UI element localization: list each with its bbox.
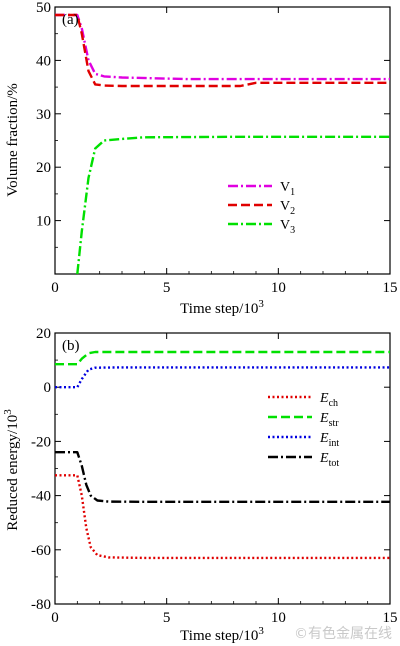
panel-a-legend-label: V3 bbox=[280, 218, 295, 236]
panel-b-legend-sub: ch bbox=[329, 398, 338, 409]
panel-b-ylabel-sup: 3 bbox=[2, 409, 14, 415]
panel-b-series-eint-line bbox=[55, 366, 390, 389]
panel-a-ytick-label: 40 bbox=[36, 53, 51, 69]
panel-b-legend-label: Etot bbox=[319, 451, 339, 469]
panel-b-legend-label: Eint bbox=[319, 431, 339, 449]
panel-b-series-estr-line bbox=[55, 350, 390, 366]
panel-b-ytick-label: -60 bbox=[31, 543, 51, 559]
watermark: ©有色金属在线 bbox=[294, 625, 392, 642]
panel-b-xtick-label: 15 bbox=[383, 610, 398, 626]
panel-a-series bbox=[55, 13, 390, 275]
panel-a-legend-sub: 2 bbox=[290, 206, 295, 217]
panel-a-legend-label: V2 bbox=[280, 199, 295, 217]
panel-a-legend-sub: 3 bbox=[290, 225, 295, 236]
panel-a-ticks: 0 5 10 15 10 20 30 40 50 bbox=[36, 0, 398, 296]
panel-a-series-v3-line bbox=[76, 135, 390, 275]
panel-b-frame bbox=[54, 332, 391, 605]
panel-b-legend-name: E bbox=[319, 451, 329, 466]
panel-b-ylabel: Reduced energy/103 bbox=[2, 409, 21, 531]
panel-b-series-etot-line bbox=[55, 451, 390, 503]
panel-b-xtick-label: 10 bbox=[271, 610, 286, 626]
panel-a-series-v2-line bbox=[55, 13, 390, 88]
panel-a-series-v1-line bbox=[55, 13, 390, 81]
panel-a-legend-sub: 1 bbox=[290, 187, 295, 198]
panel-a-legend-label: V1 bbox=[280, 180, 295, 198]
panel-b-xlabel-sup: 3 bbox=[258, 625, 264, 637]
panel-b-legend-name: E bbox=[319, 391, 329, 406]
panel-b-xtick-label: 0 bbox=[51, 610, 59, 626]
panel-b-ytick-label: -20 bbox=[31, 434, 51, 450]
panel-b-ytick-label: 20 bbox=[36, 326, 51, 342]
panel-a-ylabel: Volume fraction/% bbox=[5, 83, 21, 196]
panel-b-ticks: 0 5 10 15 20 0 -20 -40 -60 -80 bbox=[31, 326, 398, 626]
panel-a-ytick-label: 30 bbox=[36, 107, 51, 123]
panel-a-xtick-label: 0 bbox=[51, 280, 59, 296]
panel-b-series bbox=[55, 350, 390, 560]
panel-b-xlabel: Time step/103 bbox=[180, 625, 264, 644]
panel-a-xtick-label: 10 bbox=[271, 280, 286, 296]
panel-b-legend-sub: tot bbox=[329, 458, 340, 469]
panel-a: 0 5 10 15 10 20 30 40 50 (a) Time step/103 Volum… bbox=[5, 0, 398, 317]
panel-b-legend-name: E bbox=[319, 411, 329, 426]
panel-a-legend-name: V bbox=[280, 180, 290, 195]
panel-b-ytick-label: -40 bbox=[31, 489, 51, 505]
panel-b-legend-name: E bbox=[319, 431, 329, 446]
panel-b-ytick-label: -80 bbox=[31, 597, 51, 613]
panel-a-legend-name: V bbox=[280, 218, 290, 233]
panel-b-ytick-label: 0 bbox=[44, 380, 52, 396]
panel-b-legend-label: Estr bbox=[319, 411, 339, 429]
panel-b-legend-sub: int bbox=[329, 438, 340, 449]
panel-a-xlabel-sup: 3 bbox=[258, 298, 264, 310]
panel-a-label: (a) bbox=[62, 12, 79, 28]
panel-b-label: (b) bbox=[62, 338, 80, 354]
panel-a-xtick-label: 15 bbox=[383, 280, 398, 296]
panel-a-ytick-label: 20 bbox=[36, 160, 51, 176]
panel-a-ytick-label: 50 bbox=[36, 0, 51, 16]
panel-a-ytick-label: 10 bbox=[36, 214, 51, 230]
panel-a-xlabel: Time step/103 bbox=[180, 298, 264, 317]
panel-b-xtick-label: 5 bbox=[163, 610, 171, 626]
panel-a-legend-name: V bbox=[280, 199, 290, 214]
panel-b-series-ech-line bbox=[55, 474, 390, 560]
panel-b-legend-sub: str bbox=[329, 418, 340, 429]
panel-b-legend-label: Ech bbox=[319, 391, 338, 409]
panel-a-xtick-label: 5 bbox=[163, 280, 171, 296]
